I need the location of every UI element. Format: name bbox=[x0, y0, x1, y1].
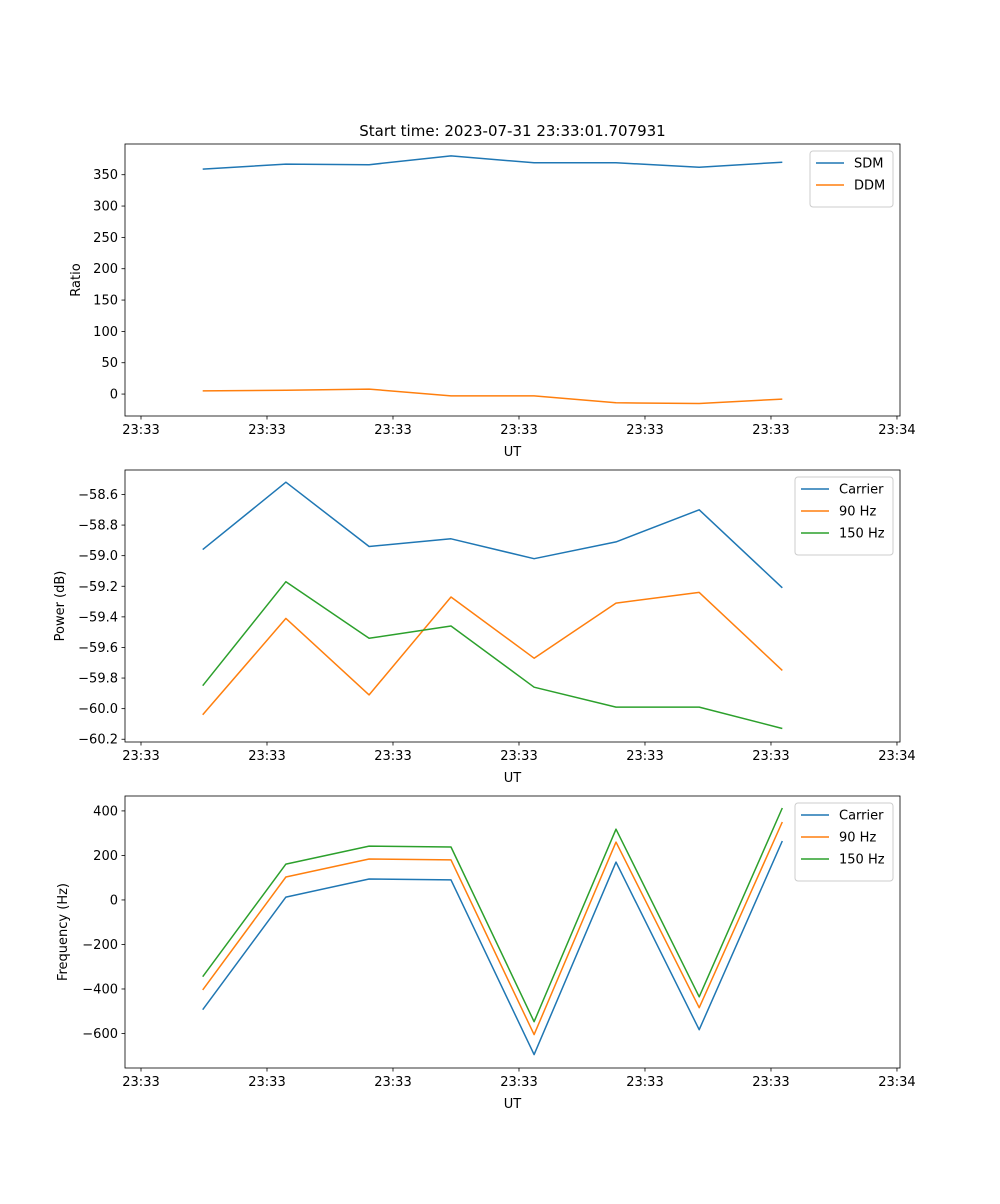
series-line-90-hz bbox=[203, 822, 783, 1035]
y-tick-label: −400 bbox=[82, 982, 118, 997]
y-tick-label: −59.4 bbox=[78, 610, 118, 625]
x-tick-label: 23:34 bbox=[878, 1075, 915, 1090]
series-line-ddm bbox=[203, 389, 783, 403]
x-axis-label: UT bbox=[504, 771, 522, 786]
y-tick-label: −200 bbox=[82, 938, 118, 953]
series-line-sdm bbox=[203, 156, 783, 169]
figure: 23:33 23:33 23:33 23:33 23:33 23:33 23:34 0 50 10… bbox=[0, 0, 1000, 1200]
subplot-3: 23:33 23:33 23:33 23:33 23:33 23:33 23:34 −600 −… bbox=[56, 796, 916, 1112]
series-line-carrier bbox=[203, 482, 783, 588]
legend-label: 150 Hz bbox=[839, 527, 885, 542]
x-tick-label: 23:33 bbox=[248, 1075, 285, 1090]
x-axis-label: UT bbox=[504, 445, 522, 460]
subplot-1: 23:33 23:33 23:33 23:33 23:33 23:33 23:34 0 50 10… bbox=[69, 122, 916, 460]
axes-frame bbox=[125, 144, 900, 416]
chart-title: Start time: 2023-07-31 23:33:01.707931 bbox=[359, 122, 665, 140]
y-tick-label: 350 bbox=[93, 168, 118, 183]
y-tick-label: 400 bbox=[93, 804, 118, 819]
x-tick-label: 23:33 bbox=[500, 423, 537, 438]
x-tick-label: 23:33 bbox=[374, 749, 411, 764]
legend-label: 90 Hz bbox=[839, 831, 876, 846]
x-tick-label: 23:33 bbox=[374, 1075, 411, 1090]
legend-label: 90 Hz bbox=[839, 505, 876, 520]
y-axis-label: Power (dB) bbox=[53, 571, 68, 642]
y-tick-label: −59.2 bbox=[78, 580, 118, 595]
y-tick-label: 0 bbox=[110, 388, 118, 403]
y-tick-label: −60.0 bbox=[78, 702, 118, 717]
series-line-150-hz bbox=[203, 808, 783, 1022]
x-tick-label: 23:33 bbox=[500, 1075, 537, 1090]
x-tick-label: 23:33 bbox=[752, 749, 789, 764]
y-tick-label: 0 bbox=[110, 893, 118, 908]
x-tick-label: 23:34 bbox=[878, 423, 915, 438]
x-tick-label: 23:33 bbox=[122, 749, 159, 764]
series-line-150-hz bbox=[203, 582, 783, 729]
series-line-90-hz bbox=[203, 592, 783, 714]
y-tick-label: −58.8 bbox=[78, 519, 118, 534]
y-tick-label: −59.0 bbox=[78, 549, 118, 564]
y-tick-label: 50 bbox=[101, 356, 118, 371]
legend-label: 150 Hz bbox=[839, 853, 885, 868]
y-tick-label: 100 bbox=[93, 325, 118, 340]
legend: Carrier 90 Hz 150 Hz bbox=[795, 477, 893, 555]
legend: Carrier 90 Hz 150 Hz bbox=[795, 803, 893, 881]
x-tick-label: 23:33 bbox=[626, 749, 663, 764]
legend-label: Carrier bbox=[839, 809, 884, 824]
y-axis-label: Frequency (Hz) bbox=[56, 883, 71, 981]
x-tick-label: 23:34 bbox=[878, 749, 915, 764]
y-tick-label: −60.2 bbox=[78, 733, 118, 748]
legend-label: DDM bbox=[854, 179, 885, 194]
x-tick-label: 23:33 bbox=[752, 1075, 789, 1090]
x-tick-label: 23:33 bbox=[122, 423, 159, 438]
x-tick-label: 23:33 bbox=[626, 423, 663, 438]
legend: SDM DDM bbox=[810, 151, 893, 207]
x-tick-label: 23:33 bbox=[248, 749, 285, 764]
y-tick-label: −59.6 bbox=[78, 641, 118, 656]
y-tick-label: 200 bbox=[93, 849, 118, 864]
legend-label: Carrier bbox=[839, 483, 884, 498]
x-tick-label: 23:33 bbox=[374, 423, 411, 438]
x-tick-label: 23:33 bbox=[752, 423, 789, 438]
legend-label: SDM bbox=[854, 157, 883, 172]
y-tick-label: −600 bbox=[82, 1027, 118, 1042]
axes-frame bbox=[125, 796, 900, 1068]
subplot-2: 23:33 23:33 23:33 23:33 23:33 23:33 23:34 −60.2… bbox=[53, 470, 916, 786]
axes-frame bbox=[125, 470, 900, 742]
y-axis-label: Ratio bbox=[69, 263, 84, 296]
y-tick-label: −59.8 bbox=[78, 672, 118, 687]
y-tick-label: 200 bbox=[93, 262, 118, 277]
y-tick-label: 300 bbox=[93, 200, 118, 215]
y-tick-label: −58.6 bbox=[78, 488, 118, 503]
y-tick-label: 250 bbox=[93, 231, 118, 246]
x-tick-label: 23:33 bbox=[248, 423, 285, 438]
x-tick-label: 23:33 bbox=[500, 749, 537, 764]
x-tick-label: 23:33 bbox=[626, 1075, 663, 1090]
x-tick-label: 23:33 bbox=[122, 1075, 159, 1090]
x-axis-label: UT bbox=[504, 1097, 522, 1112]
y-tick-label: 150 bbox=[93, 294, 118, 309]
